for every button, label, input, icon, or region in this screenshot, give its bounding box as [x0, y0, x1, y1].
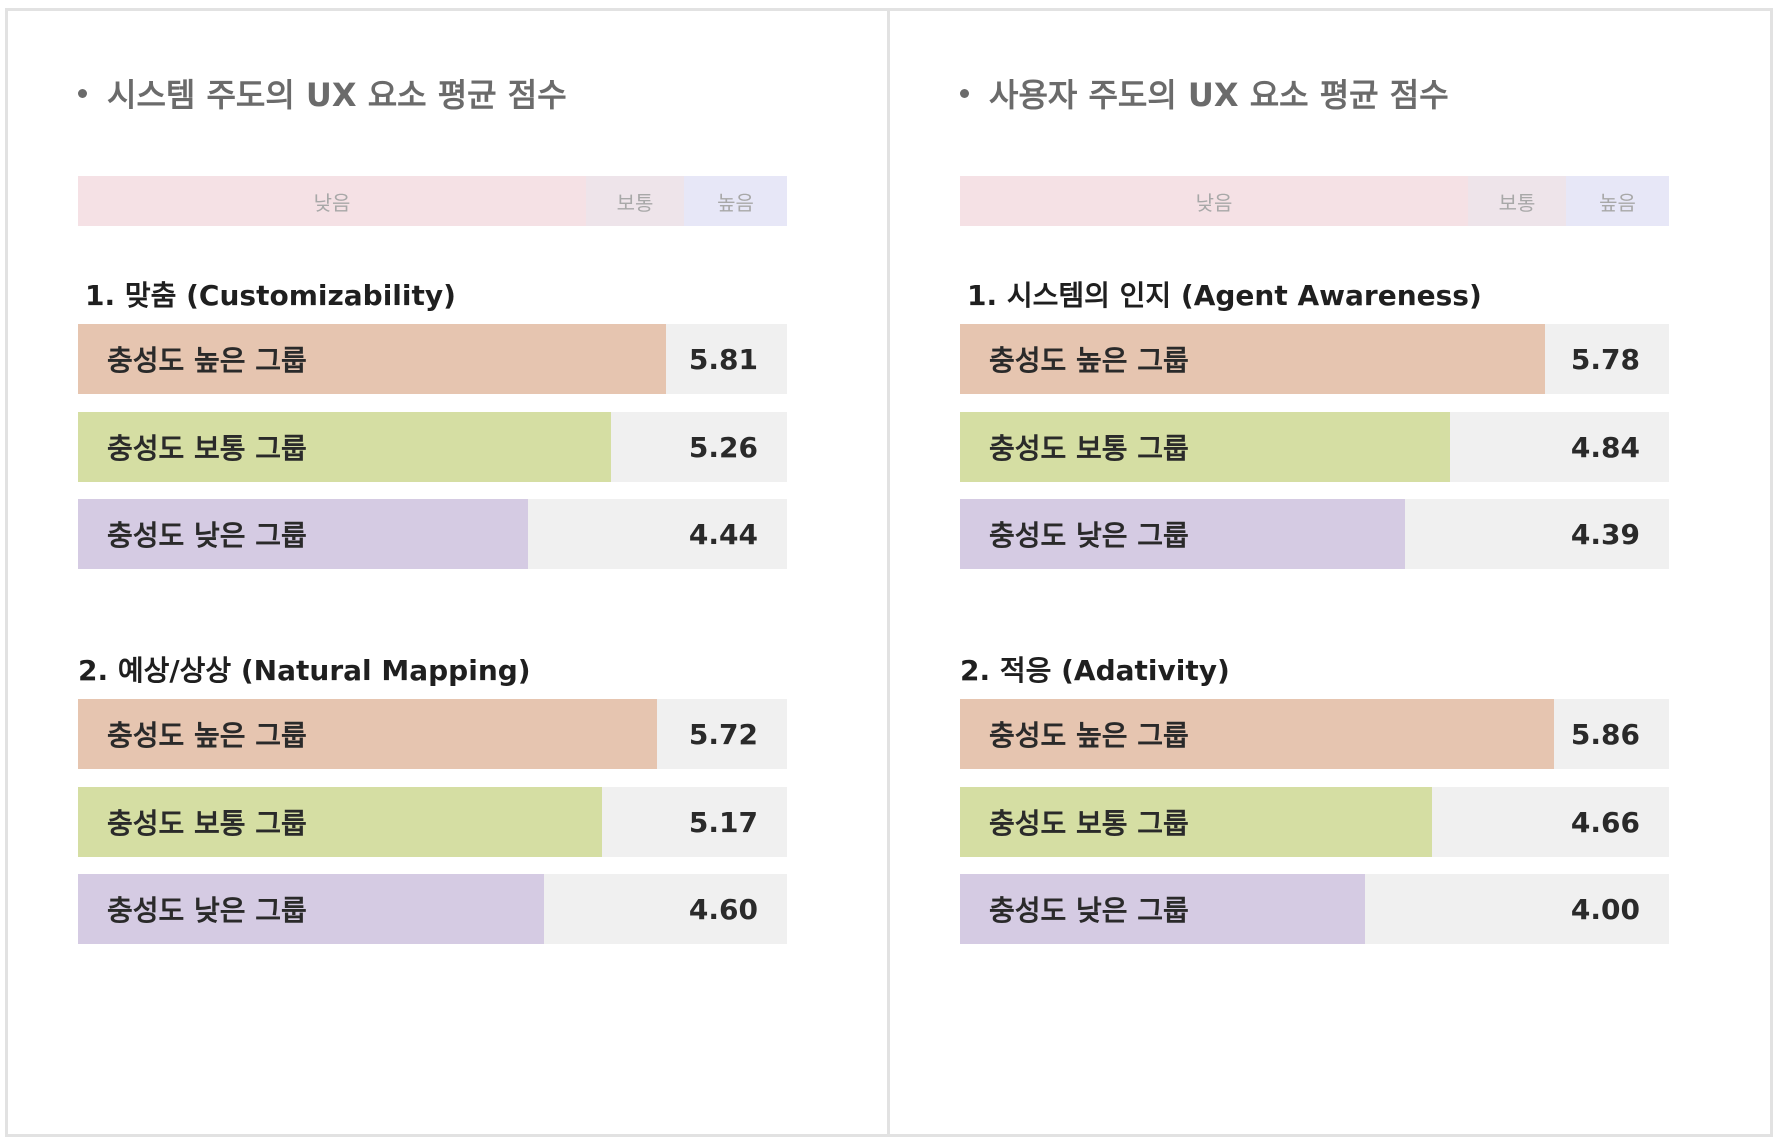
legend-mid: 보통: [586, 176, 684, 226]
bar-fill: [78, 324, 666, 394]
bar-label: 충성도 낮은 그룹: [107, 519, 307, 552]
bar-value: 5.72: [688, 717, 758, 751]
bar-low-group: 충성도 낮은 그룹 4.39: [960, 499, 1669, 569]
legend-high: 높음: [684, 176, 787, 226]
section-title: 1. 시스템의 인지 (Agent Awareness): [967, 279, 1482, 312]
panel-divider: [887, 8, 890, 1137]
bar-fill: [78, 874, 544, 944]
bar-fill: [960, 412, 1450, 482]
bar-fill: [78, 787, 602, 857]
legend-mid: 보통: [1468, 176, 1566, 226]
bar-mid-group: 충성도 보통 그룹 4.66: [960, 787, 1669, 857]
bar-fill: [78, 699, 657, 769]
bar-value: 4.84: [1570, 430, 1640, 464]
bar-label: 충성도 보통 그룹: [107, 432, 307, 465]
section-title: 1. 맞춤 (Customizability): [85, 279, 456, 312]
panel-heading: 사용자 주도의 UX 요소 평균 점수: [960, 70, 1449, 116]
bar-value: 4.66: [1570, 805, 1640, 839]
panel-heading: 시스템 주도의 UX 요소 평균 점수: [78, 70, 567, 116]
bar-high-group: 충성도 높은 그룹 5.81: [78, 324, 787, 394]
bar-label: 충성도 높은 그룹: [989, 719, 1189, 752]
bar-mid-group: 충성도 보통 그룹 5.17: [78, 787, 787, 857]
bar-mid-group: 충성도 보통 그룹 4.84: [960, 412, 1669, 482]
bullet-icon: [78, 88, 87, 98]
bar-label: 충성도 높은 그룹: [107, 344, 307, 377]
bar-fill: [960, 874, 1365, 944]
bar-fill: [960, 324, 1545, 394]
bar-label: 충성도 보통 그룹: [989, 432, 1189, 465]
bar-fill: [960, 499, 1405, 569]
bar-value: 5.26: [688, 430, 758, 464]
bullet-icon: [960, 88, 969, 98]
bar-low-group: 충성도 낮은 그룹 4.44: [78, 499, 787, 569]
bar-label: 충성도 낮은 그룹: [989, 894, 1189, 927]
bar-value: 5.17: [688, 805, 758, 839]
level-legend: 낮음 보통 높음: [78, 176, 787, 226]
bar-label: 충성도 낮은 그룹: [989, 519, 1189, 552]
bar-high-group: 충성도 높은 그룹 5.72: [78, 699, 787, 769]
legend-high: 높음: [1566, 176, 1669, 226]
bar-high-group: 충성도 높은 그룹 5.78: [960, 324, 1669, 394]
panel-title: 시스템 주도의 UX 요소 평균 점수: [107, 76, 567, 114]
bar-value: 4.60: [688, 892, 758, 926]
bar-value: 4.44: [688, 517, 758, 551]
bar-label: 충성도 낮은 그룹: [107, 894, 307, 927]
legend-low: 낮음: [960, 176, 1468, 226]
level-legend: 낮음 보통 높음: [960, 176, 1669, 226]
bar-mid-group: 충성도 보통 그룹 5.26: [78, 412, 787, 482]
bar-fill: [78, 412, 611, 482]
system-led-panel: 시스템 주도의 UX 요소 평균 점수 낮음 보통 높음 1. 맞춤 (Cust…: [8, 8, 888, 1137]
legend-low: 낮음: [78, 176, 586, 226]
bar-value: 4.00: [1570, 892, 1640, 926]
bar-fill: [960, 699, 1554, 769]
bar-label: 충성도 높은 그룹: [107, 719, 307, 752]
bar-label: 충성도 보통 그룹: [989, 807, 1189, 840]
bar-value: 5.78: [1570, 342, 1640, 376]
bar-fill: [960, 787, 1432, 857]
panel-title: 사용자 주도의 UX 요소 평균 점수: [989, 76, 1449, 114]
user-led-panel: 사용자 주도의 UX 요소 평균 점수 낮음 보통 높음 1. 시스템의 인지 …: [890, 8, 1770, 1137]
section-title: 2. 예상/상상 (Natural Mapping): [78, 654, 531, 687]
bar-label: 충성도 높은 그룹: [989, 344, 1189, 377]
bar-low-group: 충성도 낮은 그룹 4.60: [78, 874, 787, 944]
bar-value: 5.81: [688, 342, 758, 376]
bar-value: 4.39: [1570, 517, 1640, 551]
bar-label: 충성도 보통 그룹: [107, 807, 307, 840]
section-title: 2. 적응 (Adativity): [960, 654, 1230, 687]
bar-fill: [78, 499, 528, 569]
bar-high-group: 충성도 높은 그룹 5.86: [960, 699, 1669, 769]
bar-value: 5.86: [1570, 717, 1640, 751]
bar-low-group: 충성도 낮은 그룹 4.00: [960, 874, 1669, 944]
